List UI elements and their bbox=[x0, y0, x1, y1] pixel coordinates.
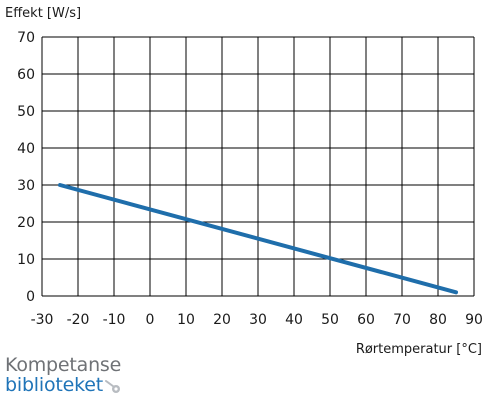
x-tick-label: -30 bbox=[31, 312, 54, 328]
x-tick-label: 10 bbox=[177, 312, 195, 328]
y-axis-label: Effekt [W/s] bbox=[5, 6, 81, 21]
y-tick-label: 50 bbox=[17, 104, 35, 120]
grid bbox=[41, 36, 475, 297]
y-tick-label: 30 bbox=[17, 178, 35, 194]
x-tick-label: 50 bbox=[321, 312, 339, 328]
kompetansebiblioteket-logo: Kompetanse biblioteket bbox=[5, 356, 122, 395]
series-line bbox=[58, 183, 458, 295]
x-tick-label: 30 bbox=[249, 312, 267, 328]
key-icon bbox=[105, 379, 120, 393]
x-tick-label: 70 bbox=[393, 312, 411, 328]
logo-line-1: Kompetanse bbox=[5, 354, 122, 376]
x-tick-label: 80 bbox=[429, 312, 447, 328]
y-tick-labels: 0 10 20 30 40 50 60 70 bbox=[17, 30, 35, 305]
y-tick-label: 20 bbox=[17, 215, 35, 231]
x-tick-label: 20 bbox=[213, 312, 231, 328]
logo-line-2: biblioteket bbox=[5, 374, 103, 396]
x-tick-label: 90 bbox=[465, 312, 483, 328]
x-tick-label: -10 bbox=[103, 312, 126, 328]
series-layer bbox=[58, 183, 458, 295]
y-tick-label: 70 bbox=[17, 30, 35, 46]
x-tick-label: 0 bbox=[146, 312, 155, 328]
x-axis-label: Rørtemperatur [°C] bbox=[356, 342, 482, 356]
y-tick-label: 40 bbox=[17, 141, 35, 157]
x-tick-label: 40 bbox=[285, 312, 303, 328]
y-tick-label: 0 bbox=[26, 289, 35, 305]
x-tick-labels: -30 -20 -10 0 10 20 30 40 50 60 70 80 90 bbox=[31, 312, 483, 328]
x-tick-label: -20 bbox=[67, 312, 90, 328]
x-tick-label: 60 bbox=[357, 312, 375, 328]
y-tick-label: 60 bbox=[17, 67, 35, 83]
line-chart: Effekt [W/s] 0 10 20 30 40 50 60 70 -30 -20 -10 0 1… bbox=[5, 6, 483, 356]
y-tick-label: 10 bbox=[17, 252, 35, 268]
